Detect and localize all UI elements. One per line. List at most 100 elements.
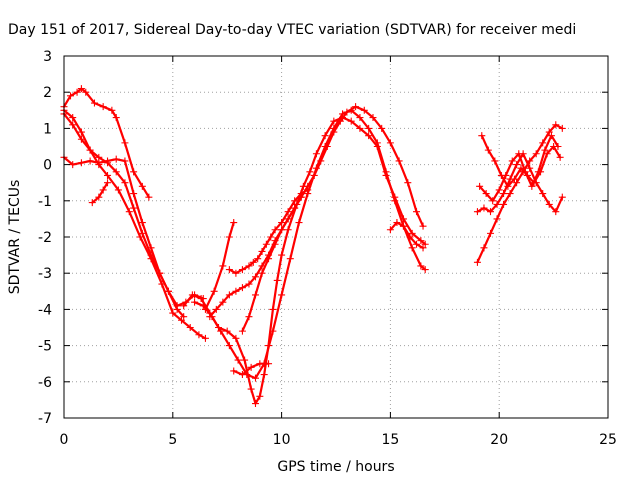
data-point: [121, 179, 129, 187]
data-point: [121, 139, 129, 147]
data-point: [558, 124, 566, 132]
data-point: [532, 150, 540, 158]
data-point: [99, 186, 107, 194]
data-point: [69, 161, 77, 169]
y-tick-label: -6: [38, 375, 52, 391]
data-point: [284, 215, 292, 223]
series-track-11: [225, 186, 312, 277]
data-point: [67, 92, 75, 100]
data-point: [90, 99, 98, 107]
y-tick-label: -1: [38, 194, 52, 210]
data-point: [473, 208, 481, 216]
data-point: [212, 305, 220, 313]
data-point: [251, 374, 259, 382]
data-point: [95, 153, 103, 161]
data-point: [478, 132, 486, 140]
data-point: [95, 193, 103, 201]
series-line: [241, 196, 303, 333]
data-point: [104, 171, 112, 179]
data-point: [480, 204, 488, 212]
data-point: [508, 157, 516, 165]
y-tick-label: -4: [38, 302, 52, 318]
data-point: [225, 266, 233, 274]
data-point: [232, 334, 240, 342]
data-point: [138, 229, 146, 237]
data-point: [513, 179, 521, 187]
data-point: [88, 199, 96, 207]
data-point: [206, 313, 214, 321]
data-point: [112, 114, 120, 122]
x-tick-label: 20: [490, 432, 508, 448]
data-point: [104, 159, 112, 167]
data-point: [241, 356, 249, 364]
data-point: [197, 295, 205, 303]
series-line: [182, 116, 427, 405]
series-track-10: [201, 219, 238, 313]
y-tick-label: 0: [43, 158, 52, 174]
data-point: [486, 229, 494, 237]
data-point: [378, 124, 386, 132]
data-point: [476, 182, 484, 190]
data-point: [491, 157, 499, 165]
x-tick-label: 5: [168, 432, 177, 448]
data-point: [413, 208, 421, 216]
data-point: [225, 291, 233, 299]
data-point: [547, 132, 555, 140]
data-point: [278, 251, 286, 259]
data-point: [365, 124, 373, 132]
series-track-6: [180, 114, 429, 408]
data-point: [201, 334, 209, 342]
data-point: [395, 157, 403, 165]
data-point: [545, 200, 553, 208]
data-point: [164, 287, 172, 295]
data-point: [188, 291, 196, 299]
data-point: [169, 309, 177, 317]
data-point: [251, 291, 259, 299]
data-point: [225, 233, 233, 241]
data-point: [125, 208, 133, 216]
data-point: [256, 360, 264, 368]
data-point: [284, 208, 292, 216]
data-point: [247, 363, 255, 371]
data-point: [539, 139, 547, 147]
data-point: [421, 266, 429, 274]
data-point: [121, 157, 129, 165]
data-point: [73, 88, 81, 96]
data-point: [399, 222, 407, 230]
data-point: [417, 237, 425, 245]
data-point: [347, 117, 355, 125]
data-point: [230, 219, 238, 227]
series-line: [389, 221, 425, 249]
data-point: [521, 168, 529, 176]
data-point: [404, 179, 412, 187]
data-point: [156, 269, 164, 277]
data-point: [558, 193, 566, 201]
data-point: [267, 233, 275, 241]
data-point: [552, 121, 560, 129]
series-track-9: [206, 103, 427, 321]
data-point: [278, 226, 286, 234]
data-point: [291, 197, 299, 205]
data-point: [77, 128, 85, 136]
y-tick-label: 2: [43, 85, 52, 101]
data-point: [278, 219, 286, 227]
data-point: [230, 367, 238, 375]
grid: [64, 56, 608, 418]
data-point: [502, 171, 510, 179]
axes: -7 -6 -5 -4 -3 -2 -1 0 1 2 3 0 5 10 15 20 25: [38, 49, 617, 448]
data-point: [278, 291, 286, 299]
data-point: [232, 269, 240, 277]
data-point: [223, 327, 231, 335]
data-point: [391, 197, 399, 205]
series-track-12: [238, 193, 305, 335]
data-point: [258, 269, 266, 277]
data-point: [534, 168, 542, 176]
data-point: [219, 298, 227, 306]
data-point: [515, 150, 523, 158]
data-point: [413, 240, 421, 248]
data-point: [178, 316, 186, 324]
data-point: [312, 150, 320, 158]
data-point: [180, 302, 188, 310]
data-point: [180, 313, 188, 321]
